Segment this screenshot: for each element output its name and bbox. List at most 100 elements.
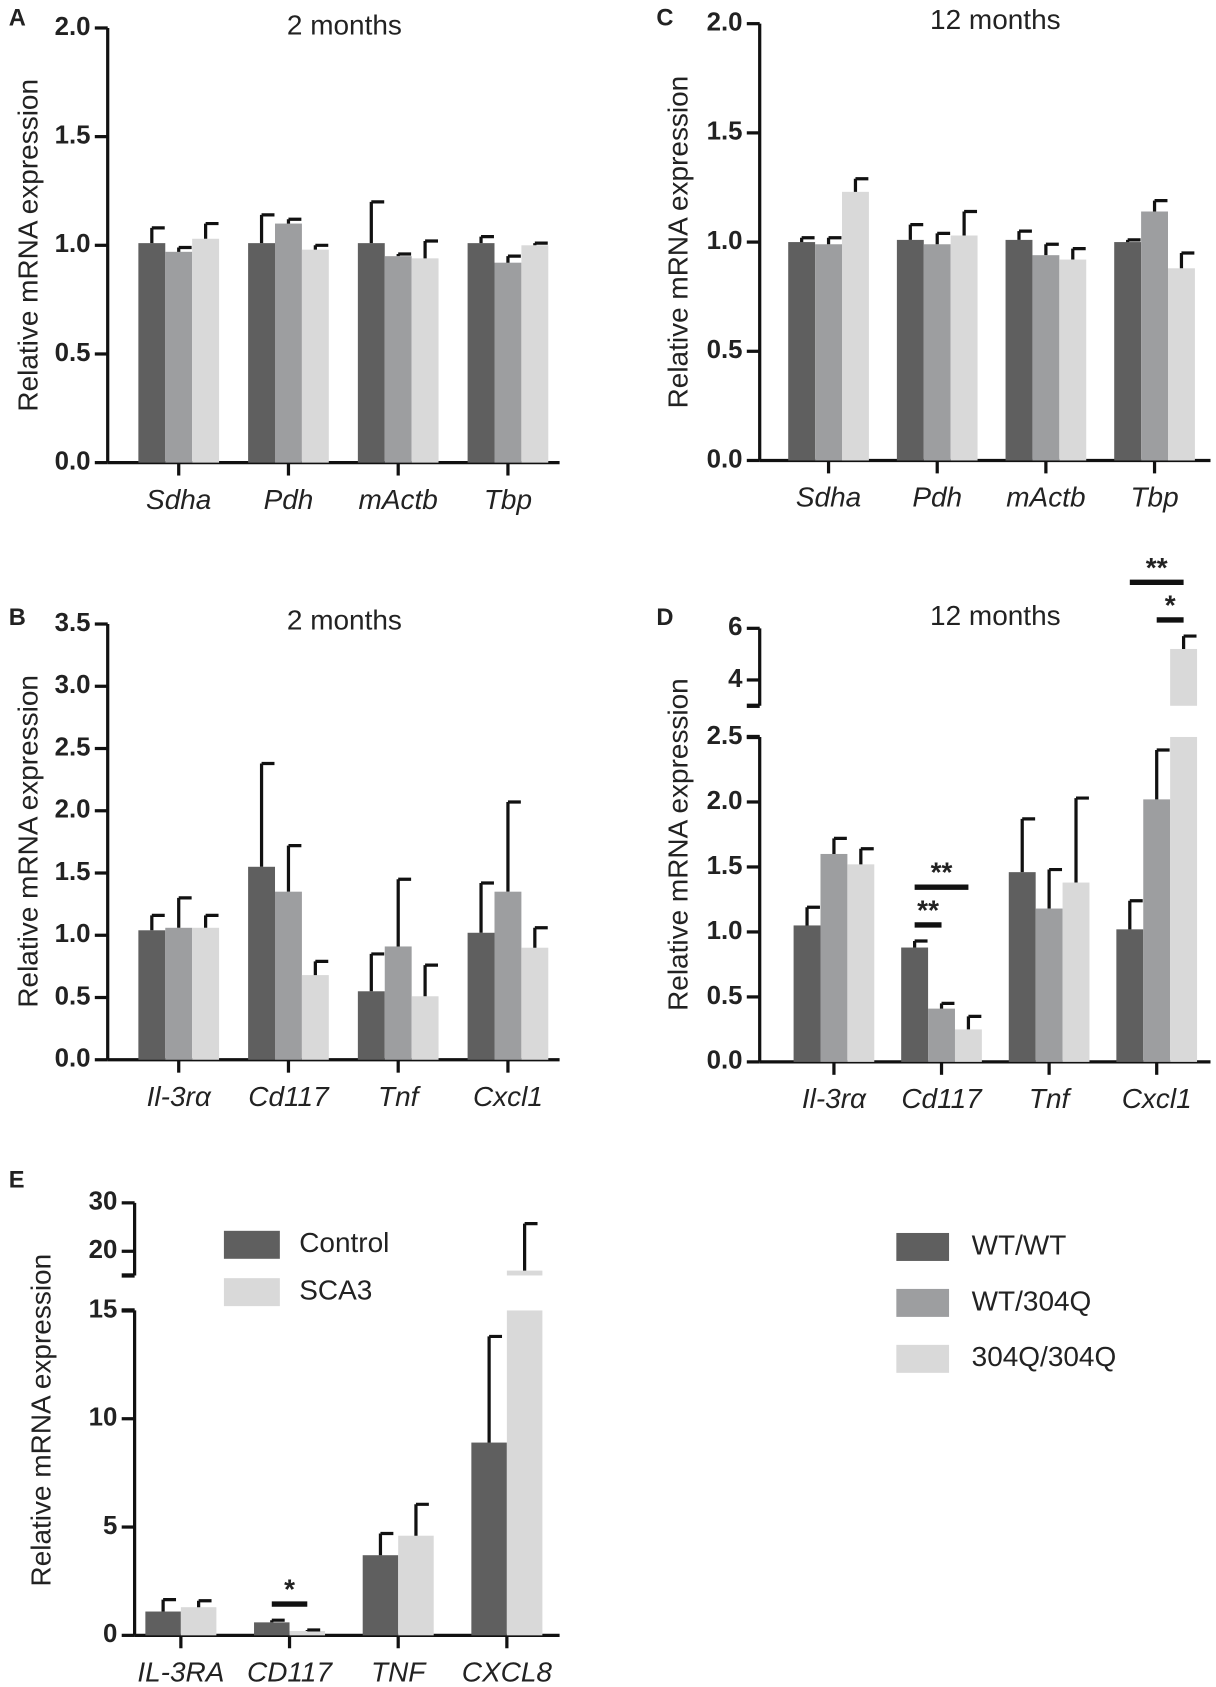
- legend-label: WT/304Q: [972, 1285, 1092, 1316]
- bar: [928, 1008, 955, 1062]
- x-tick-label: mActb: [1006, 482, 1085, 513]
- panel-letter: E: [9, 1168, 25, 1194]
- error-bar: [259, 213, 275, 244]
- significance-label: *: [1165, 589, 1176, 620]
- chart-title: 2 months: [287, 9, 402, 40]
- error-bar: [204, 221, 219, 239]
- significance-label: **: [917, 894, 939, 925]
- y-axis-label: Relative mRNA expression: [13, 675, 44, 1008]
- error-bar: [908, 222, 924, 240]
- bar: [1032, 255, 1060, 461]
- bar: [289, 1631, 326, 1636]
- bar: [384, 946, 412, 1060]
- error-bar: [913, 939, 928, 948]
- bar: [192, 927, 220, 1060]
- error-bar: [423, 239, 439, 259]
- bar: [411, 258, 439, 463]
- x-tick-label: Tnf: [1029, 1083, 1073, 1114]
- error-bar: [533, 241, 548, 246]
- bar: [275, 891, 302, 1060]
- error-bar: [259, 761, 275, 867]
- error-bar: [506, 800, 521, 892]
- bar: [815, 244, 843, 461]
- bar: [847, 864, 875, 1062]
- y-tick-label: 0.5: [707, 982, 743, 1010]
- error-bar: [1047, 867, 1063, 909]
- bar: [521, 947, 549, 1060]
- x-tick-label: Cxcl1: [473, 1081, 543, 1112]
- error-bar: [523, 1222, 538, 1271]
- x-tick-label: IL-3RA: [137, 1656, 224, 1687]
- error-bar: [313, 959, 329, 976]
- legend-label: WT/WT: [972, 1229, 1067, 1260]
- error-bar: [832, 836, 847, 854]
- y-tick-label: 0: [103, 1620, 117, 1648]
- error-bar: [286, 844, 302, 892]
- error-bar: [197, 1599, 212, 1608]
- error-bar: [286, 217, 302, 224]
- bar: [192, 238, 220, 463]
- error-bar: [396, 252, 412, 257]
- legend-swatch: [896, 1344, 950, 1373]
- chart-title: 2 months: [287, 604, 402, 635]
- error-bar: [369, 200, 385, 244]
- bar: [950, 235, 978, 461]
- panel-letter: D: [656, 605, 673, 631]
- bar: [896, 239, 924, 461]
- error-bar: [313, 243, 329, 250]
- bar: [506, 1270, 543, 1276]
- chart-title: 12 months: [930, 4, 1061, 35]
- y-tick-label: 0.0: [55, 1045, 91, 1073]
- bar: [521, 245, 549, 463]
- bar: [1141, 211, 1169, 461]
- panel-letter: B: [9, 605, 26, 631]
- bar: [275, 223, 302, 463]
- bar: [248, 243, 276, 463]
- bar: [923, 244, 951, 461]
- error-bar: [270, 1618, 285, 1623]
- x-tick-label: Pdh: [264, 484, 314, 515]
- y-axis-label: Relative mRNA expression: [26, 1254, 57, 1587]
- bar: [954, 1029, 982, 1062]
- bar: [494, 891, 522, 1060]
- error-bar: [150, 226, 165, 244]
- bar: [1114, 242, 1142, 461]
- y-tick-label: 2.0: [55, 796, 91, 824]
- y-tick-label: 3.5: [55, 609, 91, 637]
- bar: [1168, 268, 1195, 461]
- x-tick-label: Il-3rα: [147, 1081, 212, 1112]
- y-tick-label: 1.5: [707, 852, 743, 880]
- x-tick-label: Cxcl1: [1122, 1083, 1192, 1114]
- legend-swatch: [223, 1230, 280, 1259]
- error-bar: [859, 847, 874, 865]
- y-tick-label: 3.0: [55, 671, 91, 699]
- bar: [165, 251, 193, 463]
- y-axis-label: Relative mRNA expression: [662, 678, 693, 1011]
- error-bar: [1179, 251, 1195, 269]
- error-bar: [939, 1001, 955, 1009]
- error-bar: [378, 1531, 394, 1556]
- significance-label: **: [1146, 552, 1168, 583]
- error-bar: [305, 1628, 321, 1632]
- error-bar: [805, 905, 820, 926]
- panel-letter: C: [656, 6, 673, 32]
- error-bar: [1155, 748, 1170, 800]
- x-tick-label: TNF: [371, 1656, 427, 1687]
- y-tick-label: 30: [89, 1188, 118, 1216]
- y-tick-label: 1.0: [707, 227, 743, 255]
- legend-swatch: [896, 1288, 950, 1317]
- y-tick-label: 1.0: [55, 920, 91, 948]
- panel-letter: A: [9, 6, 26, 32]
- bar: [467, 932, 495, 1060]
- bar: [494, 262, 522, 463]
- y-tick-label: 2.5: [707, 722, 743, 750]
- bar: [1062, 882, 1090, 1062]
- x-tick-label: CD117: [247, 1656, 333, 1687]
- y-tick-label: 4: [728, 665, 743, 693]
- x-tick-label: Cd117: [901, 1083, 983, 1114]
- y-tick-label: 0.5: [55, 339, 91, 367]
- y-tick-label: 1.0: [707, 917, 743, 945]
- y-tick-label: 5: [103, 1512, 117, 1540]
- y-tick-label: 1.5: [707, 118, 743, 146]
- significance-label: *: [284, 1574, 295, 1605]
